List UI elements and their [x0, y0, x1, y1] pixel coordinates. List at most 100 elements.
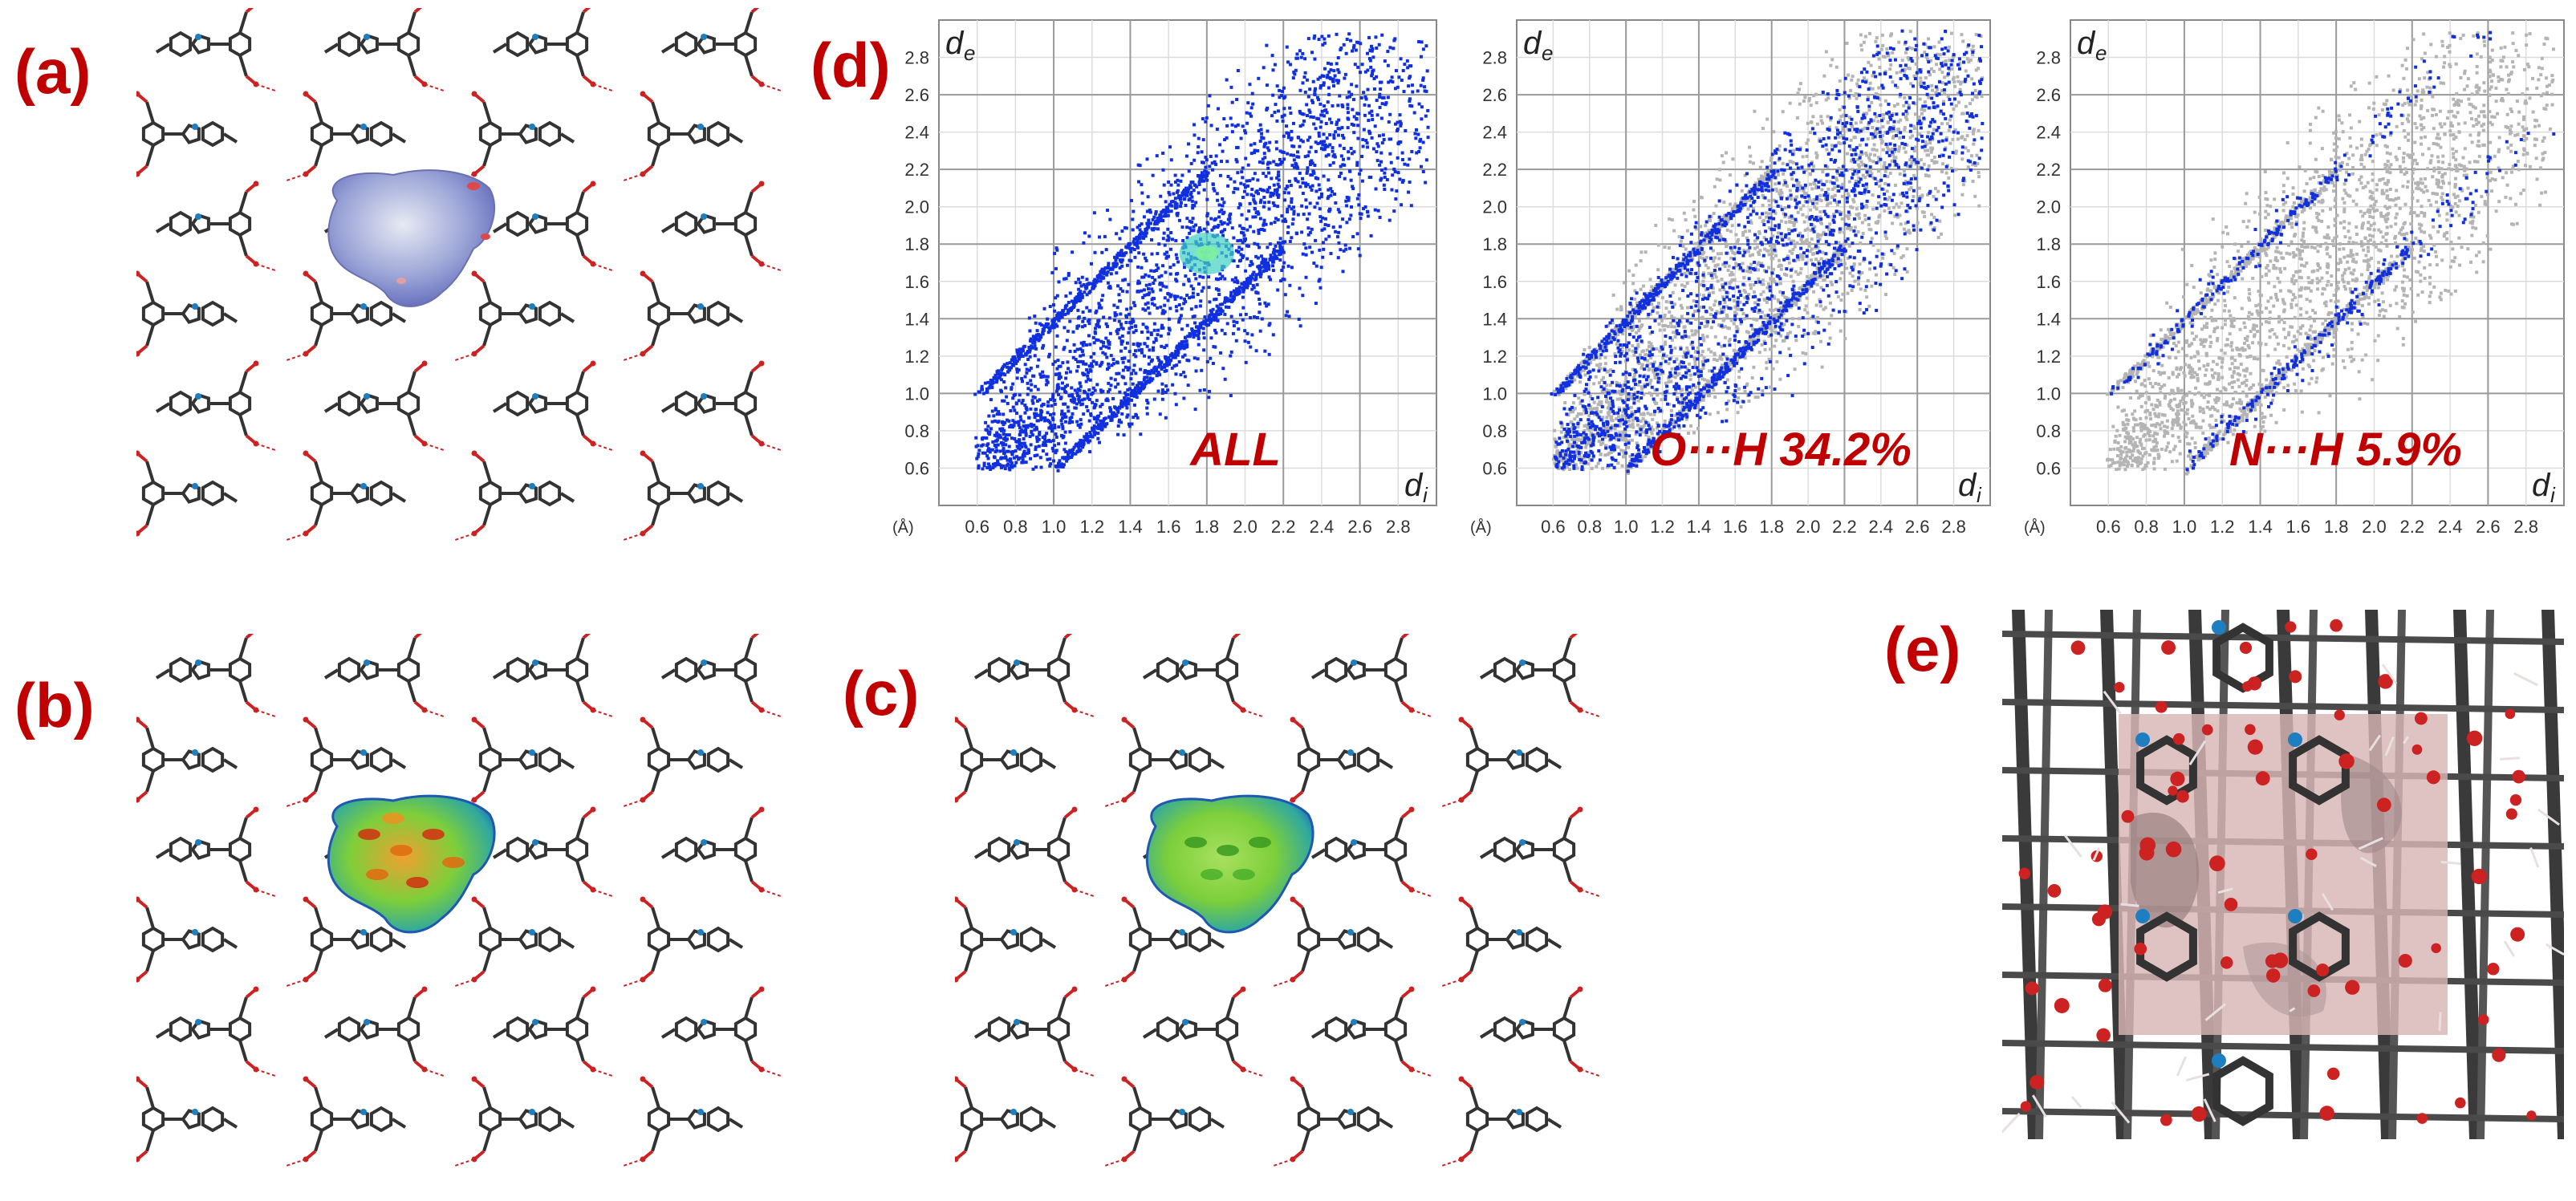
molecule: [660, 181, 782, 271]
surface-patch: [1233, 869, 1255, 880]
molecule: [155, 634, 276, 717]
surface-patch: [382, 813, 404, 824]
y-tick-label: 1.0: [1482, 383, 1507, 404]
fingerprint-points: [973, 32, 1430, 473]
y-tick-label: 2.6: [904, 85, 929, 105]
oxygen-atom: [2134, 942, 2147, 956]
molecule: [155, 986, 276, 1077]
y-tick-label: 1.6: [1482, 272, 1507, 292]
oxygen-atom: [2416, 1113, 2428, 1124]
y-tick-label: 1.0: [904, 383, 929, 404]
oxygen-atom: [2316, 964, 2330, 977]
y-tick-label: 2.6: [1482, 85, 1507, 105]
molecule: [1142, 986, 1263, 1077]
surface-patch: [1249, 837, 1271, 848]
x-tick-label: 2.4: [1869, 517, 1894, 537]
molecule: [955, 716, 1057, 803]
oxygen-atom: [2345, 980, 2360, 995]
x-tick-label: 1.2: [2210, 517, 2235, 537]
x-tick-label: 0.6: [2096, 517, 2121, 537]
oxygen-atom: [2220, 956, 2233, 969]
oxygen-atom: [2176, 789, 2189, 803]
x-tick-label: 0.8: [2134, 517, 2159, 537]
molecule: [155, 360, 276, 451]
y-tick-label: 2.0: [2036, 197, 2061, 217]
oxygen-atom: [2139, 845, 2155, 861]
molecule: [1310, 986, 1432, 1077]
oxygen-atom: [2330, 619, 2343, 632]
x-tick-label: 2.0: [2362, 517, 2387, 537]
oxygen-atom: [2098, 978, 2112, 992]
y-axis-label: d: [2077, 26, 2096, 61]
surface-patch: [442, 857, 465, 868]
molecule: [492, 360, 613, 451]
molecule: [492, 8, 613, 91]
molecule: [623, 91, 744, 181]
panel-label-a: (a): [14, 36, 91, 107]
crystal-packing-a: [136, 8, 782, 541]
surface-patch: [422, 829, 445, 840]
x-tick-label: 1.4: [1118, 517, 1143, 537]
y-tick-label: 1.8: [1482, 234, 1507, 254]
unit-label: (Å): [892, 518, 914, 537]
hirshfeld-surface: [327, 794, 496, 934]
oxygen-atom: [2170, 771, 2185, 786]
molecule: [1104, 1076, 1225, 1167]
y-tick-label: 0.8: [2036, 421, 2061, 441]
oxygen-atom: [2247, 739, 2263, 755]
framework-cavity-view: [2002, 610, 2564, 1139]
molecule: [1104, 716, 1225, 807]
oxygen-atom: [2307, 984, 2321, 997]
x-tick-label: 1.6: [1723, 517, 1748, 537]
oxygen-atom: [2471, 868, 2487, 885]
oxygen-atom: [2114, 682, 2125, 693]
x-tick-label: 2.4: [2438, 517, 2463, 537]
oxygen-atom: [2096, 1028, 2111, 1043]
molecule: [136, 1076, 238, 1162]
molecule: [155, 181, 276, 271]
x-axis-label: d: [1958, 468, 1977, 503]
y-tick-label: 2.4: [1482, 123, 1507, 143]
oxygen-atom: [2505, 708, 2516, 720]
molecule: [286, 896, 407, 987]
oxygen-atom: [2289, 670, 2302, 684]
x-tick-label: 1.0: [1614, 517, 1639, 537]
x-tick-label: 1.0: [1042, 517, 1067, 537]
framework-strut: [2002, 699, 2564, 713]
oxygen-atom: [2161, 640, 2176, 655]
molecule: [955, 1076, 1057, 1162]
x-tick-label: 0.6: [965, 517, 989, 537]
x-axis-label: d: [1404, 468, 1424, 503]
plot-annotation: ALL: [1188, 424, 1281, 476]
oxygen-atom: [2319, 1106, 2334, 1121]
molecule: [454, 450, 575, 541]
x-tick-label: 2.4: [1310, 517, 1335, 537]
y-tick-label: 1.4: [2036, 309, 2061, 329]
oxygen-atom: [2509, 794, 2522, 806]
molecule: [623, 270, 744, 361]
x-tick-label: 0.8: [1577, 517, 1602, 537]
y-tick-label: 0.8: [904, 421, 929, 441]
oxygen-atom: [2492, 1048, 2506, 1062]
molecule: [660, 986, 782, 1077]
oxygen-atom: [2020, 1101, 2031, 1112]
oxygen-atom: [2411, 744, 2423, 755]
plot-annotation: N···H 5.9%: [2229, 424, 2462, 476]
hirshfeld-surface: [1145, 794, 1314, 934]
fingerprint-points: [2106, 30, 2556, 476]
y-tick-label: 2.2: [904, 160, 929, 180]
molecule: [623, 896, 744, 987]
y-tick-label: 2.0: [1482, 197, 1507, 217]
molecule: [660, 806, 782, 897]
oxygen-atom: [2168, 785, 2178, 796]
y-tick-label: 2.8: [1482, 48, 1507, 68]
molecule: [323, 360, 445, 451]
molecule: [454, 1076, 575, 1167]
molecule: [454, 716, 575, 807]
oxygen-atom: [2265, 968, 2281, 983]
x-tick-label: 2.8: [2513, 517, 2538, 537]
molecule: [1479, 986, 1600, 1077]
y-tick-label: 2.0: [904, 197, 929, 217]
y-axis-label: d: [1523, 26, 1542, 61]
y-tick-label: 0.6: [1482, 458, 1507, 478]
